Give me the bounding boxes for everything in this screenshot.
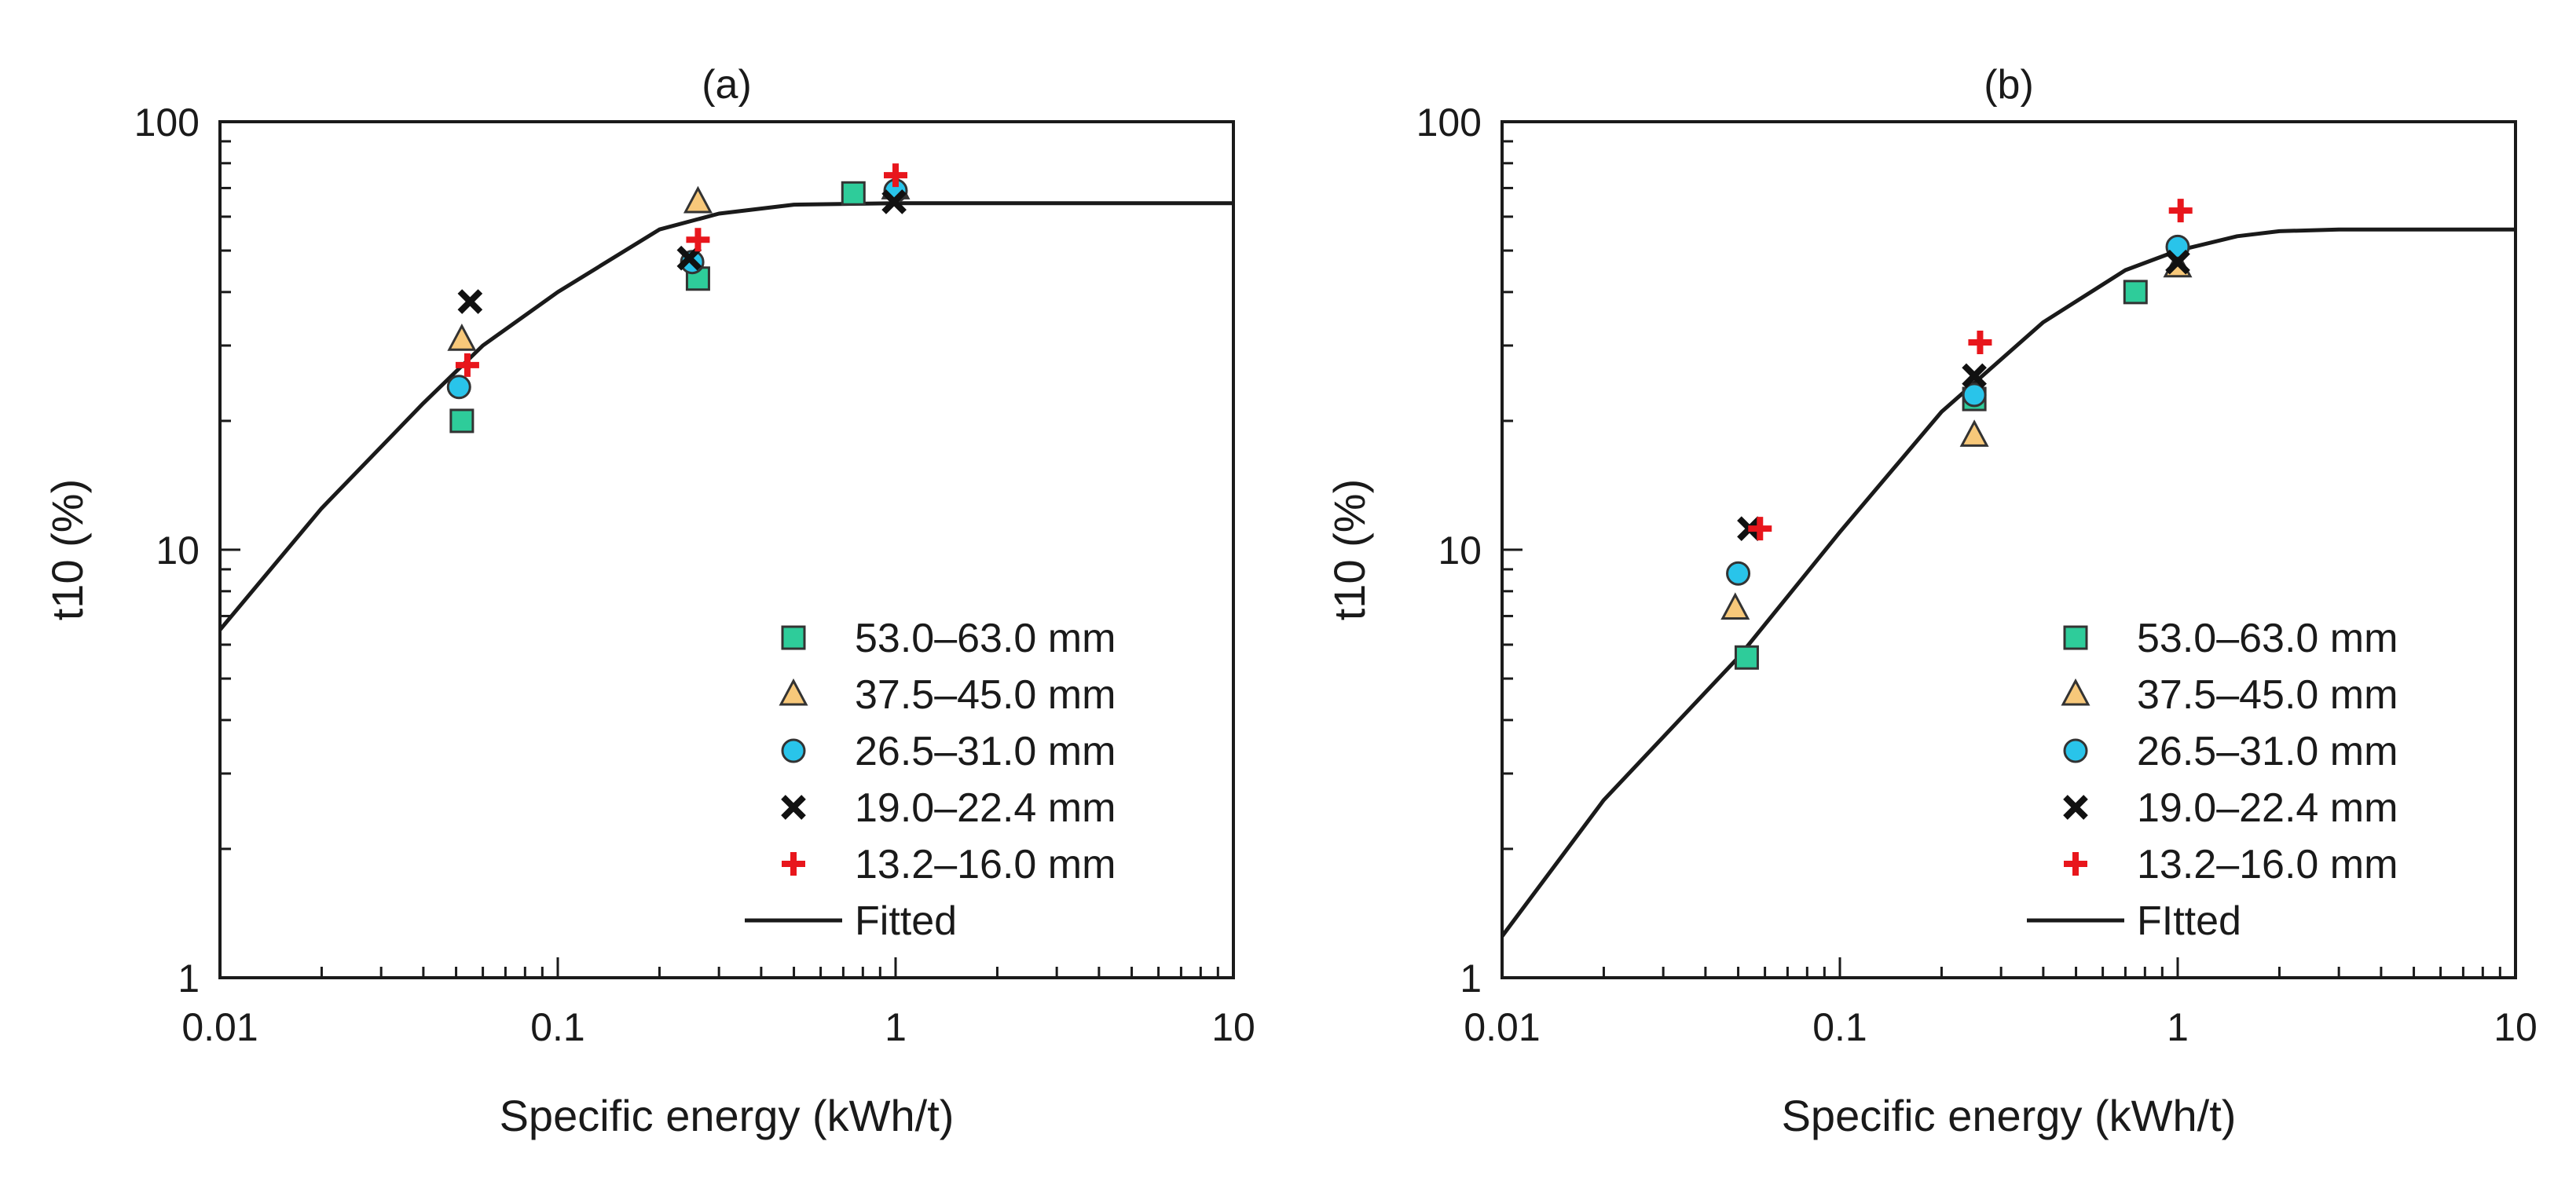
data-point-square — [2123, 280, 2148, 305]
legend-item: 26.5–31.0 mm — [781, 729, 1116, 774]
legend-label: 19.0–22.4 mm — [2137, 785, 2398, 831]
legend-label: 26.5–31.0 mm — [855, 729, 1116, 774]
y-tick-label: 10 — [156, 529, 200, 573]
legend-marker-circle — [2063, 738, 2088, 763]
fitted-curve — [220, 201, 1233, 631]
y-tick-label: 100 — [1416, 101, 1482, 145]
series-0 — [1734, 280, 2148, 670]
legend-item: 13.2–16.0 mm — [782, 842, 1116, 887]
legend-label: 37.5–45.0 mm — [855, 672, 1116, 718]
data-point-plus — [884, 163, 907, 188]
x-tick-label: 1 — [885, 1005, 907, 1049]
legend-marker-plus — [782, 852, 805, 876]
legend-label: FItted — [2137, 898, 2241, 944]
legend-marker-circle — [781, 738, 806, 763]
data-point-square — [449, 408, 475, 434]
data-point-x — [1962, 363, 1987, 389]
series-4 — [1748, 199, 2193, 541]
data-point-triangle — [683, 185, 713, 214]
legend-label: 19.0–22.4 mm — [855, 785, 1116, 831]
y-axis: 1 10 100 — [134, 101, 240, 1001]
y-axis-title: t10 (%) — [42, 479, 92, 621]
panel-title: (a) — [702, 62, 752, 108]
y-axis-title: t10 (%) — [1325, 479, 1374, 621]
data-point-plus — [1968, 331, 1992, 355]
legend-item: 26.5–31.0 mm — [2063, 729, 2398, 774]
x-tick-label: 0.1 — [530, 1005, 585, 1049]
data-point-circle — [1726, 561, 1751, 586]
y-tick-label: 10 — [1438, 529, 1482, 573]
legend-item: 37.5–45.0 mm — [2061, 672, 2398, 718]
x-tick-label: 10 — [2494, 1005, 2538, 1049]
series-3 — [457, 189, 907, 314]
y-tick-label: 100 — [134, 101, 200, 145]
series-4 — [455, 163, 907, 377]
legend-label: 13.2–16.0 mm — [2137, 842, 2398, 887]
legend-item: 53.0–63.0 mm — [781, 616, 1116, 661]
legend-label: 53.0–63.0 mm — [2137, 616, 2398, 661]
legend-marker-plus — [2064, 852, 2087, 876]
legend-label: 37.5–45.0 mm — [2137, 672, 2398, 718]
legend-item: 19.0–22.4 mm — [781, 785, 1116, 831]
x-tick-label: 1 — [2167, 1005, 2189, 1049]
series-2 — [446, 178, 908, 400]
x-axis: 0.01 0.1 1 10 — [181, 957, 1255, 1049]
panel-title: (b) — [1984, 62, 2034, 108]
legend-label: 53.0–63.0 mm — [855, 616, 1116, 661]
y-tick-label: 1 — [178, 957, 200, 1001]
data-point-square — [1734, 645, 1759, 670]
data-point-triangle — [1720, 592, 1750, 620]
y-axis: 1 10 100 — [1416, 101, 1523, 1001]
series-1 — [1720, 250, 2193, 620]
data-point-x — [457, 289, 483, 314]
data-point-triangle — [1959, 419, 1989, 447]
legend-label: 13.2–16.0 mm — [855, 842, 1116, 887]
legend-marker-triangle — [779, 678, 808, 706]
legend-label: Fitted — [855, 898, 957, 944]
legend-marker-x — [781, 795, 806, 820]
data-point-plus — [686, 228, 710, 252]
legend-item-fit: Fitted — [745, 898, 957, 944]
series-1 — [447, 172, 911, 351]
data-point-x — [2165, 249, 2190, 275]
data-point-plus — [1748, 517, 1772, 541]
chart-panel-a: 0.01 0.1 1 10 1 10 100 (a) Specific energy (kWh/… — [42, 62, 1255, 1140]
x-axis-title: Specific energy (kWh/t) — [500, 1091, 955, 1140]
x-tick-label: 10 — [1211, 1005, 1255, 1049]
legend-item: 19.0–22.4 mm — [2063, 785, 2398, 831]
data-point-plus — [455, 353, 479, 377]
x-tick-label: 0.01 — [181, 1005, 258, 1049]
chart-panel-b: 0.01 0.1 1 10 1 10 100 (b) Specific energy (kWh/… — [1325, 62, 2538, 1140]
data-point-circle — [446, 375, 471, 400]
legend-item: 37.5–45.0 mm — [779, 672, 1116, 718]
legend-marker-square — [2063, 625, 2088, 650]
x-tick-label: 0.01 — [1464, 1005, 1540, 1049]
data-point-triangle — [447, 324, 477, 351]
fitted-curve — [1502, 227, 2516, 938]
series-0 — [449, 181, 866, 434]
series-2 — [1726, 234, 2190, 586]
legend: 53.0–63.0 mm 37.5–45.0 mm 26.5–31.0 mm 19.0… — [745, 616, 1116, 944]
legend-marker-square — [781, 625, 806, 650]
x-axis-title: Specific energy (kWh/t) — [1782, 1091, 2237, 1140]
data-point-x — [881, 189, 907, 214]
data-point-square — [841, 181, 866, 206]
legend-item: 53.0–63.0 mm — [2063, 616, 2398, 661]
legend: 53.0–63.0 mm 37.5–45.0 mm 26.5–31.0 mm 19.0… — [2027, 616, 2398, 944]
legend-marker-triangle — [2061, 678, 2090, 706]
legend-item-fit: FItted — [2027, 898, 2241, 944]
y-tick-label: 1 — [1460, 957, 1482, 1001]
x-tick-label: 0.1 — [1812, 1005, 1867, 1049]
data-point-circle — [1962, 382, 1987, 408]
legend-marker-x — [2063, 795, 2088, 820]
legend-item: 13.2–16.0 mm — [2064, 842, 2398, 887]
legend-label: 26.5–31.0 mm — [2137, 729, 2398, 774]
data-point-plus — [2168, 199, 2193, 223]
x-axis: 0.01 0.1 1 10 — [1464, 957, 2538, 1049]
